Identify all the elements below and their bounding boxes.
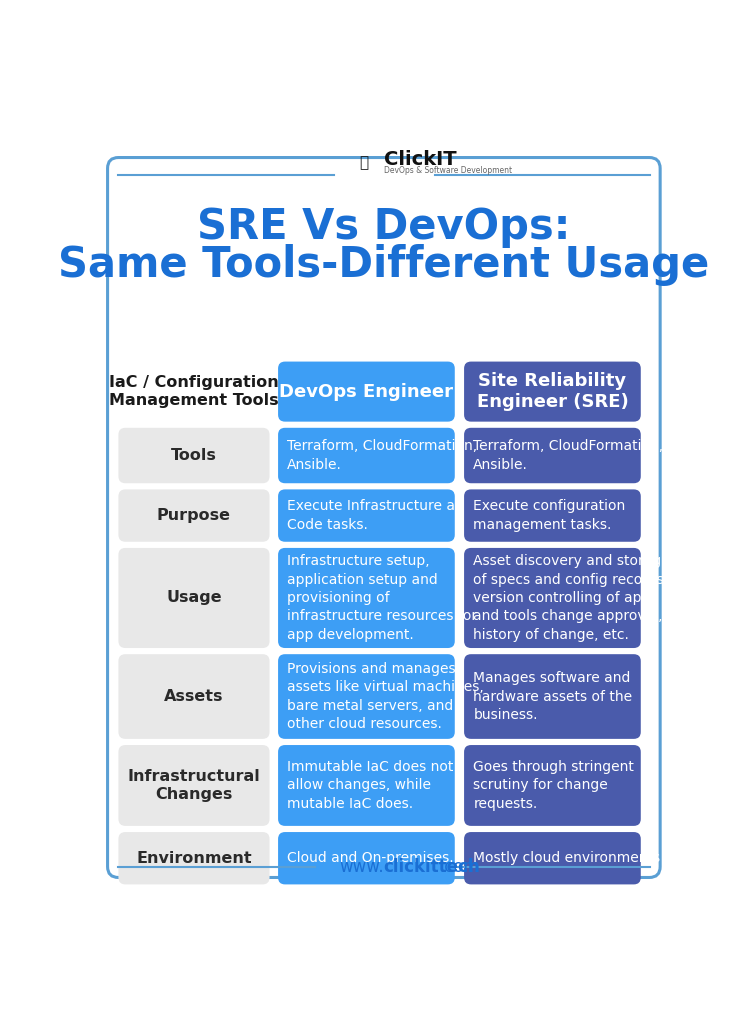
FancyBboxPatch shape xyxy=(278,654,455,739)
FancyBboxPatch shape xyxy=(118,654,270,739)
Text: clickittech: clickittech xyxy=(383,858,480,876)
Text: Manages software and
hardware assets of the
business.: Manages software and hardware assets of … xyxy=(473,671,632,722)
Text: Site Reliability
Engineer (SRE): Site Reliability Engineer (SRE) xyxy=(476,372,628,411)
Text: Tools: Tools xyxy=(171,449,217,463)
FancyBboxPatch shape xyxy=(464,745,641,826)
Text: Goes through stringent
scrutiny for change
requests.: Goes through stringent scrutiny for chan… xyxy=(473,760,634,811)
Text: DevOps Engineer: DevOps Engineer xyxy=(279,383,453,400)
Text: IaC / Configuration
Management Tools: IaC / Configuration Management Tools xyxy=(109,376,279,408)
Text: Immutable IaC does not
allow changes, while
mutable IaC does.: Immutable IaC does not allow changes, wh… xyxy=(288,760,454,811)
Text: www.: www. xyxy=(339,858,383,876)
Text: Environment: Environment xyxy=(136,851,252,865)
FancyBboxPatch shape xyxy=(118,745,270,826)
FancyBboxPatch shape xyxy=(118,489,270,542)
FancyBboxPatch shape xyxy=(464,833,641,885)
FancyBboxPatch shape xyxy=(278,833,455,885)
FancyBboxPatch shape xyxy=(464,361,641,422)
Text: Same Tools-Different Usage: Same Tools-Different Usage xyxy=(58,245,709,287)
Text: Cloud and On-premises.: Cloud and On-premises. xyxy=(288,851,454,865)
FancyBboxPatch shape xyxy=(464,548,641,648)
Text: Infrastructure setup,
application setup and
provisioning of
infrastructure resou: Infrastructure setup, application setup … xyxy=(288,554,478,642)
FancyBboxPatch shape xyxy=(464,489,641,542)
Text: Execute Infrastructure as
Code tasks.: Execute Infrastructure as Code tasks. xyxy=(288,500,462,531)
Text: Terraform, CloudFormation,
Ansible.: Terraform, CloudFormation, Ansible. xyxy=(288,439,478,472)
FancyBboxPatch shape xyxy=(464,428,641,483)
FancyBboxPatch shape xyxy=(278,361,455,422)
FancyBboxPatch shape xyxy=(278,489,455,542)
Text: DevOps & Software Development: DevOps & Software Development xyxy=(384,166,512,175)
Text: 🔒: 🔒 xyxy=(359,156,368,170)
Text: .com: .com xyxy=(439,858,480,876)
Text: Provisions and manages
assets like virtual machines,
bare metal servers, and
oth: Provisions and manages assets like virtu… xyxy=(288,662,484,731)
FancyBboxPatch shape xyxy=(118,428,270,483)
Text: SRE Vs DevOps:: SRE Vs DevOps: xyxy=(197,206,570,248)
FancyBboxPatch shape xyxy=(118,548,270,648)
Text: Infrastructural
Changes: Infrastructural Changes xyxy=(127,769,261,802)
FancyBboxPatch shape xyxy=(278,745,455,826)
Text: Mostly cloud environments: Mostly cloud environments xyxy=(473,851,661,865)
Text: ClickIT: ClickIT xyxy=(384,150,457,169)
Text: Purpose: Purpose xyxy=(157,508,231,523)
Text: Execute configuration
management tasks.: Execute configuration management tasks. xyxy=(473,500,625,531)
FancyBboxPatch shape xyxy=(118,833,270,885)
FancyBboxPatch shape xyxy=(464,654,641,739)
Text: Terraform, CloudFormation,
Ansible.: Terraform, CloudFormation, Ansible. xyxy=(473,439,664,472)
FancyBboxPatch shape xyxy=(278,428,455,483)
Text: Assets: Assets xyxy=(164,689,224,705)
Text: Asset discovery and storage
of specs and config records,
version controlling of : Asset discovery and storage of specs and… xyxy=(473,554,670,642)
Text: Usage: Usage xyxy=(166,591,222,605)
FancyBboxPatch shape xyxy=(278,548,455,648)
